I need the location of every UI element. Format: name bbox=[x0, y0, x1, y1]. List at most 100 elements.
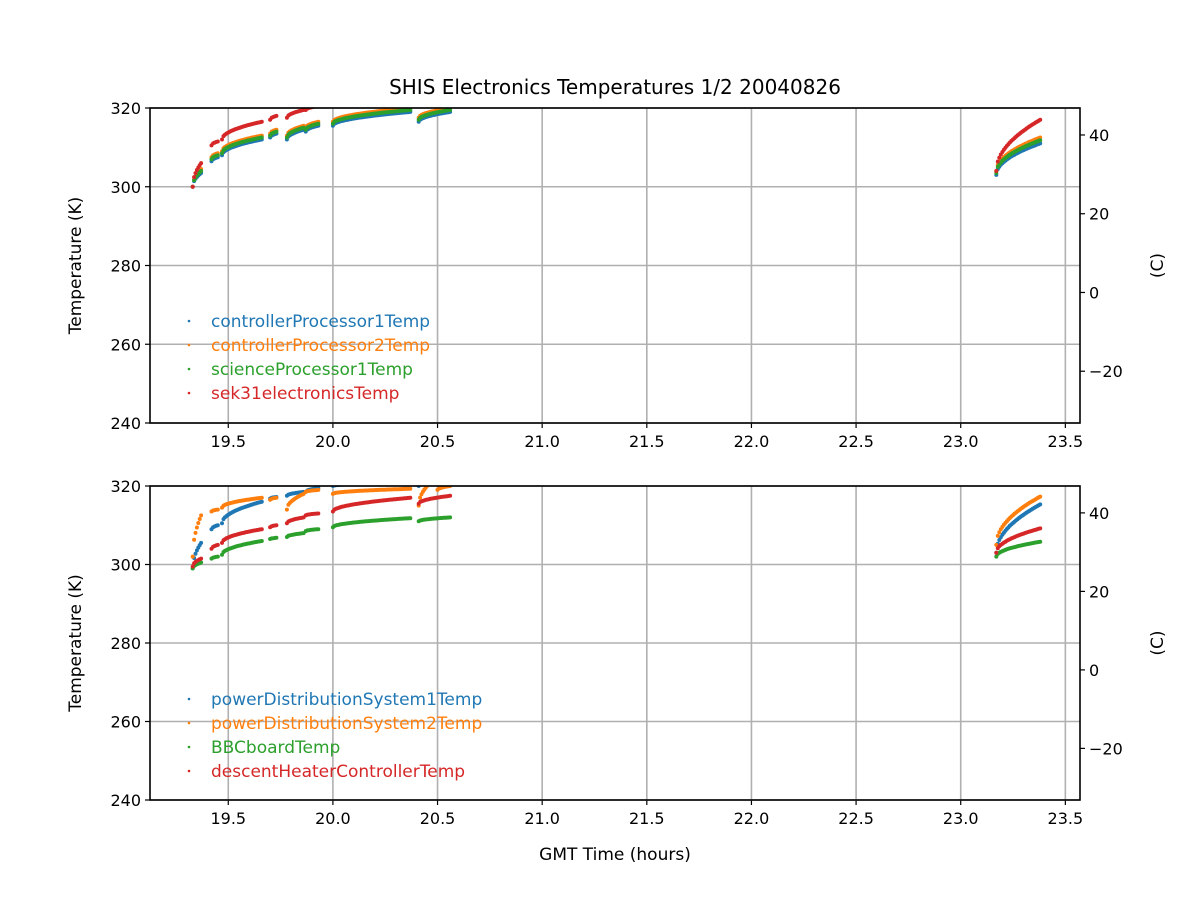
data-point bbox=[220, 151, 224, 156]
data-point bbox=[997, 155, 1002, 160]
x-tick-label: 22.5 bbox=[838, 809, 874, 828]
data-points bbox=[190, 486, 1043, 571]
right-y-tick-label: 40 bbox=[1089, 126, 1109, 145]
data-point bbox=[448, 515, 453, 520]
data-point bbox=[259, 119, 264, 124]
data-point bbox=[1038, 135, 1043, 140]
data-point bbox=[259, 539, 264, 543]
bottom-axes: 19.5 20.0 20.5 21.0 21.5 22.0 22.5 23.0 23.5 240 2… bbox=[66, 477, 1168, 828]
data-point bbox=[316, 511, 321, 516]
legend-label: sek31electronicsTemp bbox=[211, 384, 399, 404]
x-tick-label: 23.5 bbox=[1048, 432, 1084, 451]
x-axis-label: GMT Time (hours) bbox=[539, 845, 691, 865]
axes-frame bbox=[149, 485, 1081, 801]
legend-label: BBCboardTemp bbox=[211, 738, 340, 758]
data-point bbox=[199, 556, 204, 561]
data-point bbox=[193, 171, 198, 176]
data-point bbox=[193, 530, 198, 535]
right-y-axis-label: (C) bbox=[1148, 630, 1168, 655]
data-point bbox=[316, 487, 321, 492]
legend-label: scienceProcessor1Temp bbox=[211, 360, 413, 380]
x-tick-label: 23.0 bbox=[943, 809, 979, 828]
data-point bbox=[408, 108, 413, 112]
data-point bbox=[418, 495, 423, 500]
data-point bbox=[408, 486, 413, 491]
y-tick-label: 240 bbox=[110, 414, 141, 433]
series-powerDistributionSystem2Temp bbox=[190, 486, 1043, 559]
legend-marker bbox=[187, 391, 191, 395]
data-point bbox=[215, 507, 220, 512]
y-tick-label: 300 bbox=[110, 556, 141, 575]
y-tick-label: 260 bbox=[110, 713, 141, 732]
top-axes: 19.5 20.0 20.5 21.0 21.5 22.0 22.5 23.0 23.5 240 2… bbox=[66, 99, 1168, 451]
data-points bbox=[190, 108, 1043, 189]
data-point bbox=[316, 121, 321, 126]
axes-frame bbox=[149, 107, 1081, 424]
data-point bbox=[194, 525, 199, 530]
data-point bbox=[199, 169, 204, 173]
data-point bbox=[994, 169, 999, 173]
data-point bbox=[274, 535, 279, 540]
data-point bbox=[995, 533, 1000, 538]
data-point bbox=[220, 137, 224, 142]
legend-label: powerDistributionSystem1Temp bbox=[211, 690, 482, 710]
x-tick-label: 19.5 bbox=[210, 809, 246, 828]
right-y-tick-label: 20 bbox=[1089, 205, 1109, 224]
right-y-tick-label: 0 bbox=[1089, 661, 1099, 680]
legend-marker bbox=[187, 721, 191, 725]
x-tick-label: 20.5 bbox=[420, 809, 456, 828]
data-point bbox=[215, 542, 220, 547]
y-axis-label: Temperature (K) bbox=[66, 197, 86, 336]
data-point bbox=[259, 495, 264, 500]
legend-marker bbox=[187, 697, 191, 701]
x-tick-label: 19.5 bbox=[210, 432, 246, 451]
x-tick-label: 21.5 bbox=[629, 809, 665, 828]
data-point bbox=[220, 521, 224, 526]
series-BBCboardTemp bbox=[190, 515, 1043, 571]
legend-label: controllerProcessor1Temp bbox=[211, 312, 430, 332]
data-point bbox=[190, 554, 195, 559]
data-point bbox=[284, 507, 289, 512]
right-y-tick-label: 40 bbox=[1089, 504, 1109, 523]
x-tick-label: 21.5 bbox=[629, 432, 665, 451]
data-point bbox=[192, 537, 197, 542]
data-point bbox=[274, 523, 279, 528]
y-tick-label: 280 bbox=[110, 257, 141, 276]
y-tick-label: 260 bbox=[110, 335, 141, 354]
data-point bbox=[215, 554, 220, 559]
data-point bbox=[259, 135, 264, 140]
x-tick-label: 20.0 bbox=[315, 809, 351, 828]
data-point bbox=[274, 113, 279, 118]
legend-label: descentHeaterControllerTemp bbox=[211, 762, 465, 782]
data-point bbox=[274, 495, 279, 500]
data-point bbox=[1038, 526, 1043, 531]
legend-marker bbox=[187, 367, 191, 371]
data-point bbox=[408, 495, 413, 500]
right-y-tick-label: −20 bbox=[1089, 362, 1123, 381]
data-point bbox=[190, 184, 195, 189]
data-point bbox=[1038, 502, 1043, 507]
data-point bbox=[259, 499, 264, 504]
y-tick-label: 320 bbox=[110, 99, 141, 118]
x-tick-label: 20.0 bbox=[315, 432, 351, 451]
data-point bbox=[994, 550, 999, 555]
data-point bbox=[199, 540, 204, 545]
data-point bbox=[215, 139, 220, 144]
right-y-tick-label: 0 bbox=[1089, 283, 1099, 302]
data-point bbox=[1038, 138, 1043, 143]
legend-marker bbox=[187, 769, 191, 773]
data-point bbox=[215, 523, 220, 528]
data-point bbox=[448, 108, 453, 112]
data-point bbox=[259, 527, 264, 532]
x-tick-label: 22.5 bbox=[838, 432, 874, 451]
right-y-axis-label: (C) bbox=[1148, 253, 1168, 278]
data-point bbox=[1038, 539, 1043, 544]
data-point bbox=[448, 493, 453, 498]
legend-marker bbox=[187, 745, 191, 749]
data-point bbox=[199, 513, 204, 518]
data-point bbox=[274, 129, 279, 134]
series-sek31electronicsTemp bbox=[190, 108, 1043, 189]
legend-label: controllerProcessor2Temp bbox=[211, 336, 430, 356]
legend-label: powerDistributionSystem2Temp bbox=[211, 714, 482, 734]
